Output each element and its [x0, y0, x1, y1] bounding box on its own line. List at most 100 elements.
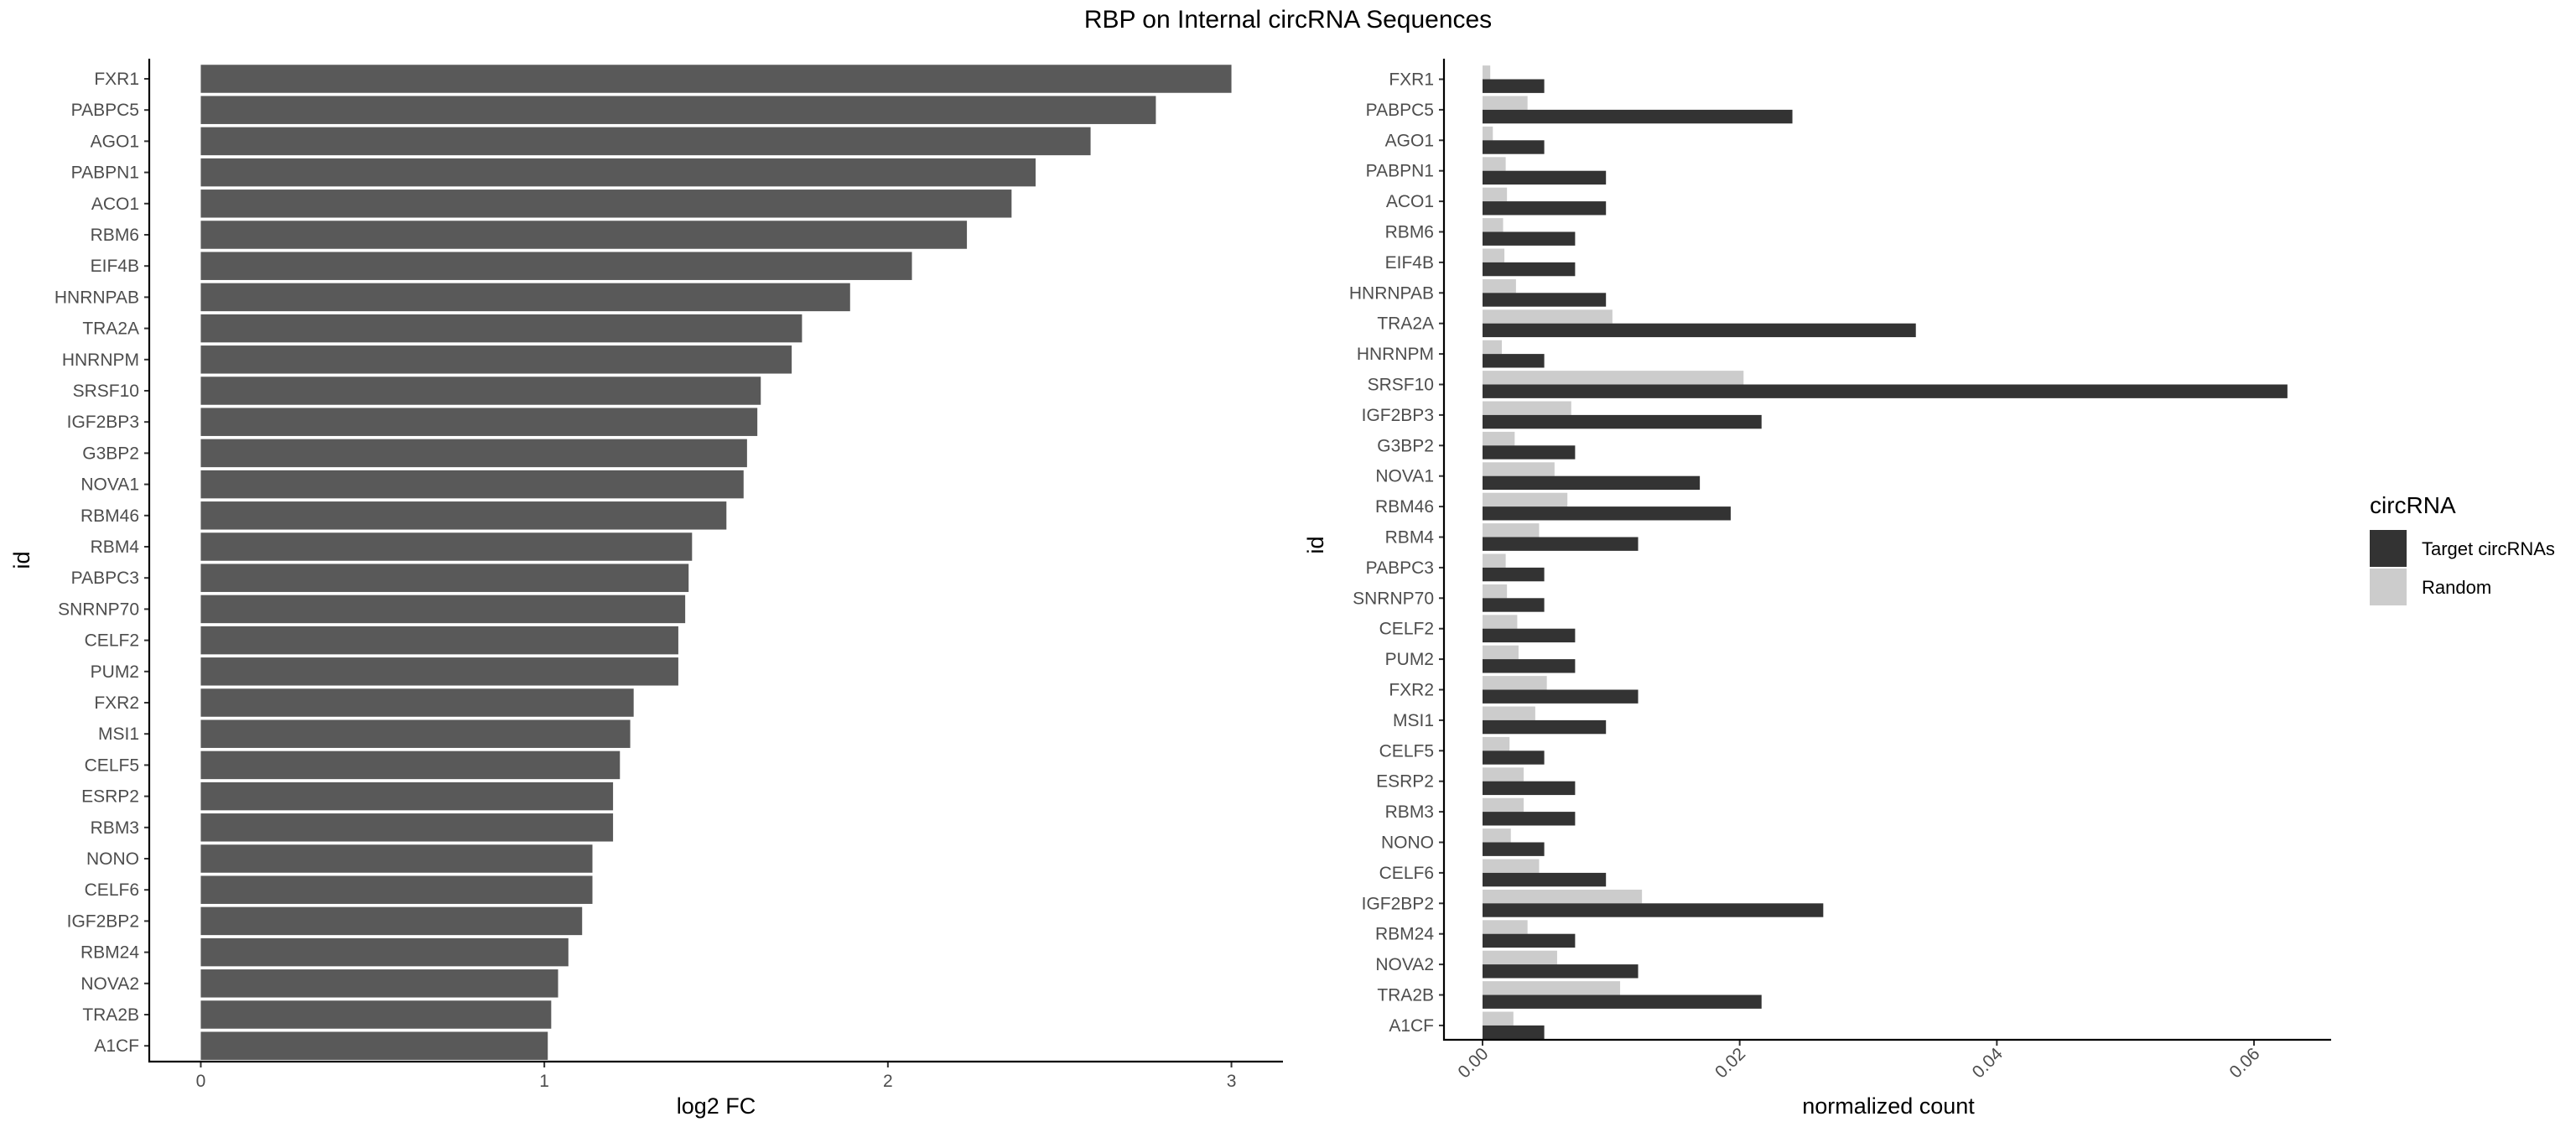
- right-y-tick-label: PABPN1: [1366, 162, 1434, 181]
- bar-random-pabpc5: [1483, 96, 1528, 110]
- left-y-tick-label: NOVA2: [80, 974, 139, 994]
- bar-random-snrnp70: [1483, 584, 1508, 599]
- right-y-tick-label: PABPC3: [1366, 558, 1434, 578]
- right-y-tick-label: SNRNP70: [1353, 589, 1434, 608]
- bar-random-nono: [1483, 828, 1511, 843]
- left-x-tick-label: 0: [196, 1072, 206, 1091]
- bar-log2fc-celf6: [200, 875, 593, 904]
- bar-target-pabpc3: [1483, 567, 1545, 582]
- right-y-tick-label: CELF6: [1379, 864, 1434, 883]
- bar-log2fc-rbm4: [200, 532, 693, 561]
- bar-log2fc-celf5: [200, 750, 621, 780]
- right-axis-lines: [1442, 59, 2331, 1041]
- bar-random-rbm6: [1483, 218, 1504, 232]
- right-y-tick-label: A1CF: [1389, 1016, 1434, 1036]
- left-y-tick-label: TRA2B: [82, 1005, 139, 1025]
- left-y-axis-title: id: [9, 551, 34, 569]
- legend-label-random: Random: [2422, 577, 2491, 598]
- right-y-tick-label: RBM3: [1385, 802, 1434, 822]
- bar-target-tra2a: [1483, 323, 1916, 338]
- right-y-tick-label: ACO1: [1386, 192, 1434, 211]
- bar-target-snrnp70: [1483, 598, 1545, 612]
- chart-title: RBP on Internal circRNA Sequences: [1084, 6, 1492, 34]
- left-y-tick-label: G3BP2: [82, 444, 139, 463]
- bar-random-celf5: [1483, 736, 1510, 751]
- right-y-tick-label: RBM46: [1375, 497, 1434, 517]
- bar-random-rbm46: [1483, 492, 1568, 507]
- bar-random-pabpc3: [1483, 553, 1506, 568]
- bar-random-g3bp2: [1483, 431, 1515, 446]
- right-x-tick-labels: 0.00 0.02 0.04 0.06: [1454, 1040, 2264, 1082]
- bar-random-nova2: [1483, 950, 1557, 965]
- bar-target-nova2: [1483, 964, 1639, 979]
- left-y-tick-label: RBM24: [80, 943, 139, 963]
- bar-log2fc-rbm3: [200, 813, 614, 842]
- bar-target-fxr1: [1483, 79, 1545, 93]
- bar-random-srsf10: [1483, 371, 1744, 385]
- bar-target-fxr2: [1483, 689, 1639, 704]
- bar-random-pabpn1: [1483, 157, 1506, 171]
- left-y-tick-label: A1CF: [94, 1036, 139, 1056]
- bar-target-g3bp2: [1483, 445, 1576, 460]
- left-y-tick-label: PABPN1: [71, 164, 139, 183]
- left-y-tick-label: ESRP2: [81, 787, 139, 807]
- left-y-tick-label: CELF6: [85, 880, 139, 900]
- bar-log2fc-fxr1: [200, 65, 1232, 93]
- left-y-tick-label: RBM4: [91, 538, 140, 557]
- left-y-tick-label: TRA2A: [82, 319, 139, 339]
- bar-random-fxr2: [1483, 676, 1547, 690]
- right-x-tick-label: 0.04: [1969, 1044, 2007, 1082]
- left-y-tick-label: NONO: [86, 849, 139, 869]
- bar-target-pabpc5: [1483, 109, 1793, 124]
- bar-random-tra2a: [1483, 309, 1613, 324]
- bar-log2fc-pum2: [200, 657, 678, 686]
- bar-random-fxr1: [1483, 65, 1491, 80]
- bar-log2fc-hnrnpm: [200, 345, 792, 374]
- left-y-tick-labels: FXR1 PABPC5 AGO1 PABPN1 ACO1 RBM6 EIF4B HNRNPAB…: [55, 70, 149, 1056]
- right-y-tick-label: HNRNPAB: [1349, 283, 1434, 303]
- bar-log2fc-celf2: [200, 626, 678, 655]
- bar-log2fc-rbm6: [200, 221, 968, 249]
- bar-log2fc-msi1: [200, 719, 631, 748]
- bar-log2fc-rbm46: [200, 501, 727, 530]
- bar-log2fc-rbm24: [200, 937, 569, 967]
- bar-random-a1cf: [1483, 1011, 1514, 1026]
- bar-target-nova1: [1483, 475, 1701, 491]
- bar-target-rbm4: [1483, 537, 1639, 551]
- right-x-tick-label: 0.02: [1711, 1044, 1749, 1082]
- right-y-tick-label: EIF4B: [1385, 253, 1434, 273]
- bar-random-hnrnpm: [1483, 340, 1502, 355]
- right-y-axis-title: id: [1303, 536, 1328, 553]
- bar-random-igf2bp2: [1483, 889, 1643, 904]
- bar-random-eif4b: [1483, 248, 1505, 262]
- bar-random-ago1: [1483, 126, 1493, 141]
- bar-log2fc-tra2a: [200, 314, 802, 343]
- bar-log2fc-snrnp70: [200, 595, 686, 624]
- bar-log2fc-igf2bp2: [200, 906, 583, 936]
- left-y-tick-label: PABPC3: [71, 569, 139, 588]
- bar-target-celf5: [1483, 750, 1545, 765]
- left-x-axis-title: log2 FC: [677, 1093, 756, 1119]
- bar-log2fc-srsf10: [200, 377, 761, 405]
- bar-log2fc-esrp2: [200, 782, 614, 811]
- bar-random-esrp2: [1483, 767, 1524, 782]
- bar-random-rbm3: [1483, 797, 1524, 813]
- right-y-tick-label: NONO: [1381, 834, 1434, 853]
- right-y-tick-label: FXR2: [1389, 681, 1434, 700]
- left-y-tick-label: RBM6: [91, 226, 139, 245]
- legend: circRNA Target circRNAs Random: [2370, 492, 2555, 605]
- bar-random-igf2bp3: [1483, 401, 1571, 415]
- left-x-tick-label: 2: [883, 1072, 893, 1091]
- right-y-tick-label: G3BP2: [1377, 436, 1434, 455]
- right-y-tick-label: PABPC5: [1366, 101, 1434, 120]
- left-y-tick-label: IGF2BP2: [67, 911, 139, 931]
- left-y-tick-label: AGO1: [91, 132, 139, 151]
- left-y-tick-label: SRSF10: [73, 382, 139, 401]
- left-x-tick-label: 1: [539, 1072, 549, 1091]
- bar-random-msi1: [1483, 706, 1535, 720]
- right-x-tick-label: 0.06: [2225, 1044, 2263, 1082]
- bar-target-ago1: [1483, 140, 1545, 154]
- bar-target-celf6: [1483, 872, 1607, 887]
- bar-target-nono: [1483, 842, 1545, 856]
- bar-random-celf2: [1483, 615, 1518, 629]
